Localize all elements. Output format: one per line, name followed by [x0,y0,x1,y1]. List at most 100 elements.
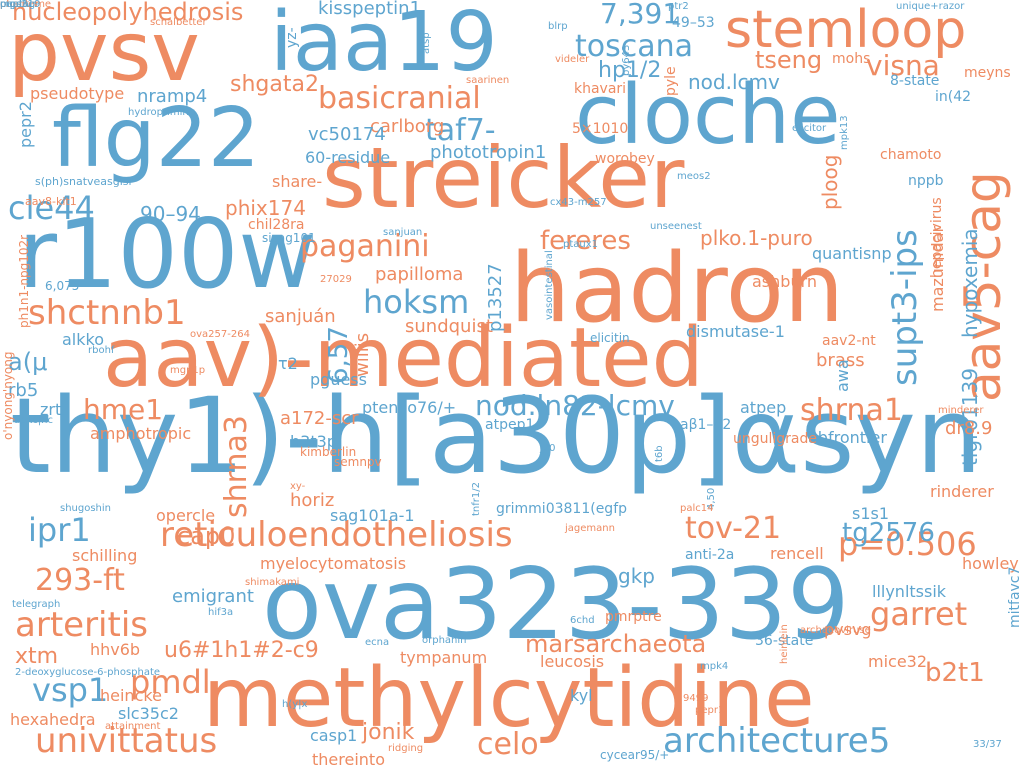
cloud-word: pvsv [8,5,200,100]
cloud-word: a172-scr [280,408,359,429]
cloud-word: pmrptre [605,609,662,625]
cloud-word: yz- [284,27,300,48]
cloud-word: orphanin [422,635,467,646]
cloud-word: gkp [618,564,655,588]
cloud-word: ph1n1-npg102r [17,234,31,328]
cloud-word: cx43-m257 [550,197,607,208]
cloud-word: o'nyong'nyong [1,351,15,440]
cloud-word: anti-2a [685,547,735,563]
cloud-word: saarinen [466,75,510,86]
cloud-word: pmdl [130,663,211,701]
cloud-word: ptenco76/+ [362,398,457,417]
cloud-word: shrna3 [219,415,254,518]
cloud-word: blrp [548,21,568,32]
cloud-word: sanjuán [265,306,336,327]
cloud-word: tnfr1/2 [471,482,482,516]
cloud-word: ploog [818,154,842,210]
cloud-word: atsp [421,32,432,54]
cloud-word: hp1/2 [598,58,662,83]
cloud-word: kisspeptin1 [318,0,422,19]
cloud-word: hme1 [83,393,164,426]
cloud-word: 293-ft [35,563,125,598]
cloud-word: shrna1 [800,393,903,428]
cloud-word: cle44 [8,189,95,227]
cloud-word: vasointestinal [544,250,555,320]
cloud-word: cap0 [177,522,236,550]
cloud-word: phix174 [225,196,306,220]
cloud-word: in(42 [935,89,972,105]
cloud-word: mohs [832,51,871,67]
cloud-word: ptaux1 [563,239,599,250]
cloud-word: peptag [0,0,36,10]
cloud-word: p=0.506 [838,525,977,563]
cloud-word: architecture5 [663,721,891,761]
cloud-word: 36-state [755,633,814,649]
cloud-word: s1s1 [852,504,890,523]
cloud-word: hypoxemia [958,228,982,338]
cloud-word: rb5 [8,380,39,401]
cloud-word: chil28ra [248,217,305,233]
cloud-word: opercle [156,506,216,525]
cloud-word: stemloop [725,0,967,60]
cloud-word: hhv6b [90,640,141,659]
cloud-word: howley [962,554,1019,573]
cloud-word: leucosis [540,652,605,671]
cloud-word: 27029 [320,274,352,285]
cloud-word: mgn1p [170,365,206,376]
cloud-word: nucleopolyhedrosis [12,0,244,26]
cloud-word: schilling [72,546,138,565]
cloud-word: cycear95/+ [600,748,670,762]
cloud-word: casp1 [310,726,358,745]
cloud-word: basicranial [318,81,481,116]
cloud-word: 2-deoxyglucose-6-phosphate [15,667,161,678]
cloud-word: thy1)-h[a30p]αsyn [10,375,982,497]
cloud-word: hoksm [363,283,470,321]
cloud-word: thereinto [312,750,385,768]
cloud-word: flg22 [52,91,261,186]
cloud-word: 8-state [890,73,940,89]
cloud-word: meyns [964,65,1011,81]
cloud-word: rencell [770,544,824,563]
cloud-word: 6chd [570,615,595,626]
cloud-word: archaeoviruse [800,625,871,636]
cloud-word: shugoshin [60,503,112,514]
cloud-word: quantisnp [812,244,892,263]
cloud-word: unseenest [650,221,702,232]
cloud-word: b2t1 [925,658,985,688]
cloud-word: 90–94 [140,202,201,226]
cloud-word: iaa19 [270,0,498,90]
cloud-word: h(y|x [282,699,308,710]
cloud-word: t6b [654,445,665,462]
cloud-word: ecna [365,637,390,648]
cloud-word: palc14 [680,503,714,514]
cloud-word: garret [870,595,968,633]
cloud-word: awa [833,359,852,392]
cloud-word: taf7- [425,113,496,148]
cloud-word: jonik [362,720,415,745]
cloud-word: vsp1 [32,671,109,709]
cloud-word: s(ph)snatveasglsr [35,175,134,188]
cloud-word: attainment [105,721,161,732]
cloud-word: zrt- [40,400,68,419]
cloud-word: xtm [15,644,59,669]
cloud-word: crgdfv [0,0,32,10]
cloud-word: sanjuan [383,227,423,238]
cloud-word: ipr1 [28,511,91,549]
cloud-word: celo [477,727,539,762]
cloud-word: meos2 [677,171,711,182]
cloud-word: pepr2 [16,101,35,148]
cloud-word: a(μ [8,348,48,376]
cloud-word: emigrant [172,586,254,607]
cloud-word: plko.1-puro [700,226,813,250]
cloud-word: paganini [300,229,430,264]
cloud-word: ridging [388,743,424,754]
cloud-word: hif3a [208,607,234,618]
cloud-word: visna [866,49,940,82]
cloud-word: 7,391 [600,0,681,30]
cloud-word: reticuloendotheliosis [160,515,513,555]
cloud-word: nod.lcmv [688,70,780,94]
cloud-word: phototropin1 [430,142,547,163]
cloud-word: py643 [621,44,632,76]
cloud-word: rbohf [88,345,115,356]
cloud-word: horiz [290,490,335,511]
